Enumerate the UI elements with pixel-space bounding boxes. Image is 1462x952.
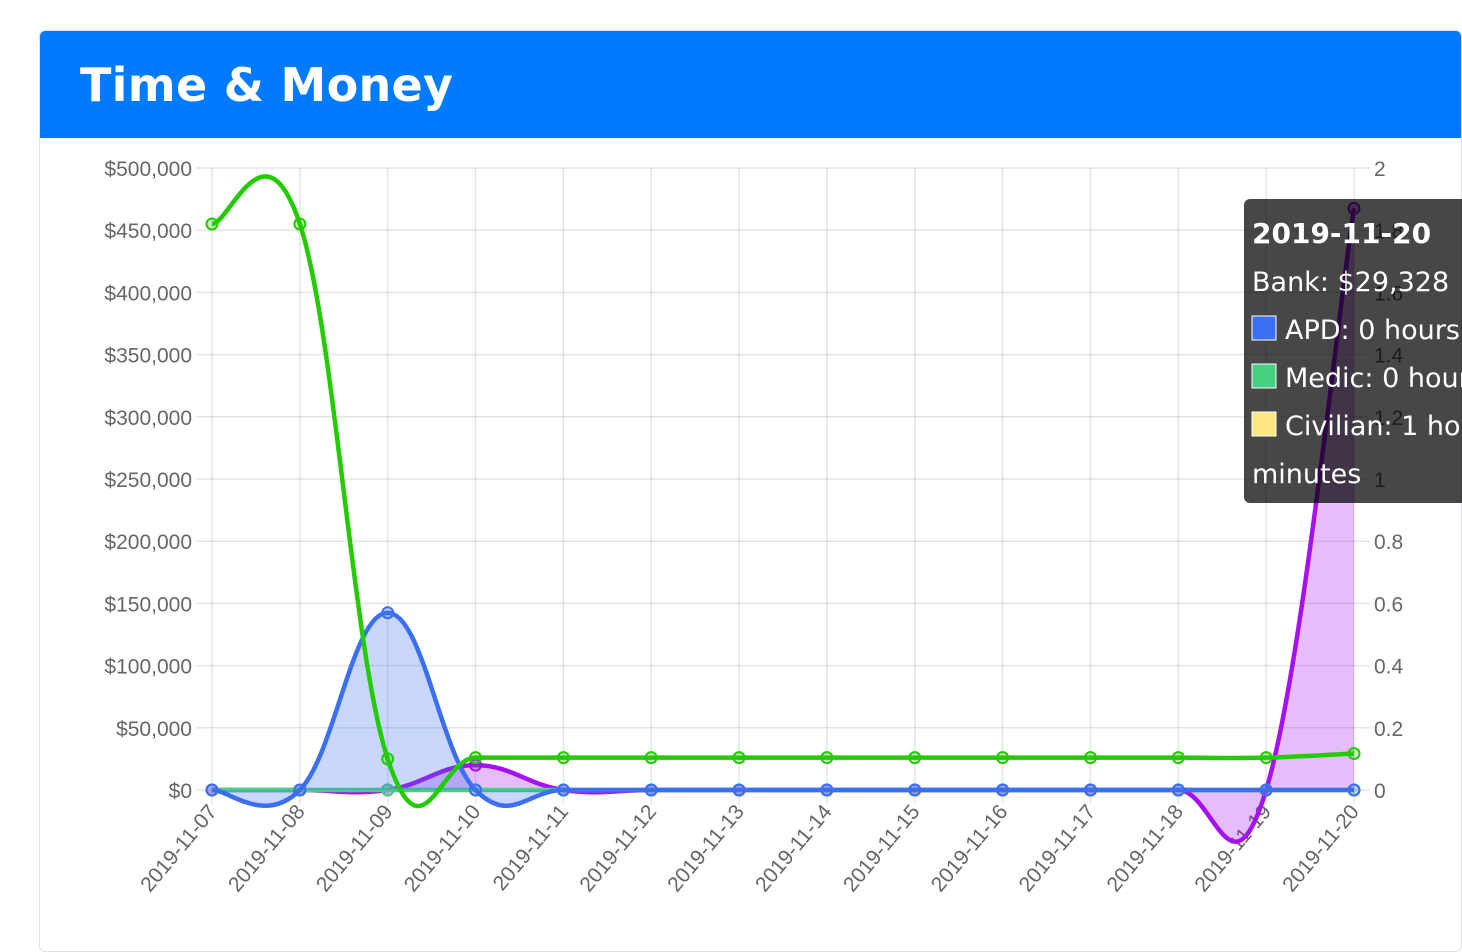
tooltip-swatch bbox=[1251, 363, 1277, 389]
series-apd-point[interactable] bbox=[908, 783, 922, 797]
card-header: Time & Money bbox=[40, 31, 1461, 138]
tooltip-swatch bbox=[1251, 411, 1277, 437]
y-left-tick-label: $300,000 bbox=[104, 407, 192, 430]
y-right-tick-label: 0.6 bbox=[1374, 593, 1403, 616]
x-tick-label: 2019-11-15 bbox=[839, 800, 925, 896]
x-tick-label: 2019-11-09 bbox=[312, 800, 398, 896]
series-apd-point[interactable] bbox=[644, 783, 658, 797]
series-apd-point[interactable] bbox=[556, 783, 570, 797]
x-tick-label: 2019-11-10 bbox=[400, 800, 486, 896]
series-apd-point[interactable] bbox=[1347, 783, 1361, 797]
y-left-tick-label: $400,000 bbox=[104, 282, 192, 305]
series-apd-point[interactable] bbox=[996, 783, 1010, 797]
y-right-tick-label: 0 bbox=[1374, 780, 1386, 803]
y-right-tick-label: 0.8 bbox=[1374, 531, 1403, 554]
x-tick-label: 2019-11-16 bbox=[927, 800, 1013, 896]
x-tick-label: 2019-11-20 bbox=[1278, 800, 1364, 896]
series-bank-point[interactable] bbox=[644, 751, 658, 765]
series-apd-point[interactable] bbox=[1259, 783, 1273, 797]
tooltip-background bbox=[1244, 199, 1462, 503]
tooltip-title: 2019-11-20 bbox=[1252, 217, 1431, 250]
series-bank-point[interactable] bbox=[293, 217, 307, 231]
y-left-tick-label: $0 bbox=[169, 780, 192, 803]
y-left-tick-label: $500,000 bbox=[104, 158, 192, 181]
y-left-tick-label: $200,000 bbox=[104, 531, 192, 554]
series-bank-point[interactable] bbox=[1347, 747, 1361, 761]
tooltip-swatch bbox=[1251, 315, 1277, 341]
y-left-tick-label: $150,000 bbox=[104, 593, 192, 616]
y-left-tick-label: $250,000 bbox=[104, 469, 192, 492]
y-right-tick-label: 0.2 bbox=[1374, 718, 1403, 741]
y-left-tick-label: $450,000 bbox=[104, 220, 192, 243]
series-bank-point[interactable] bbox=[1259, 751, 1273, 765]
series-apd-point[interactable] bbox=[381, 606, 395, 620]
series-apd-area bbox=[212, 612, 1354, 806]
series-bank-point[interactable] bbox=[1171, 751, 1185, 765]
y-left-tick-label: $350,000 bbox=[104, 345, 192, 368]
series-bank bbox=[205, 174, 1361, 809]
card-title: Time & Money bbox=[80, 57, 454, 112]
series-apd-point[interactable] bbox=[1171, 783, 1185, 797]
y-left-tick-label: $50,000 bbox=[116, 718, 192, 741]
series-bank-point[interactable] bbox=[1083, 751, 1097, 765]
x-tick-label: 2019-11-11 bbox=[489, 800, 574, 895]
x-tick-label: 2019-11-08 bbox=[224, 800, 310, 896]
x-tick-label: 2019-11-14 bbox=[751, 800, 837, 896]
series-apd-point[interactable] bbox=[732, 783, 746, 797]
x-tick-label: 2019-11-17 bbox=[1015, 800, 1101, 896]
tooltip-line: minutes bbox=[1252, 459, 1361, 490]
tooltip-line: Civilian: 1 hours bbox=[1285, 411, 1462, 442]
series-apd-point[interactable] bbox=[1083, 783, 1097, 797]
x-tick-label: 2019-11-18 bbox=[1102, 800, 1188, 896]
series-apd-point[interactable] bbox=[820, 783, 834, 797]
tooltip-line: APD: 0 hours bbox=[1285, 315, 1460, 346]
x-tick-label: 2019-11-13 bbox=[663, 800, 749, 896]
series-bank-point[interactable] bbox=[381, 752, 395, 766]
series-bank-point[interactable] bbox=[469, 751, 483, 765]
series-apd-point[interactable] bbox=[293, 783, 307, 797]
tooltip-line: Bank: $29,328 bbox=[1252, 267, 1449, 298]
time-money-card: Time & Money bbox=[39, 30, 1462, 952]
time-money-chart[interactable]: $0 $50,000 $100,000 $150,000 $200,000 $250,00… bbox=[0, 0, 1462, 930]
series-apd bbox=[205, 606, 1361, 808]
series-bank-point[interactable] bbox=[908, 751, 922, 765]
y-right-tick-label: 2 bbox=[1374, 158, 1386, 181]
series-bank-point[interactable] bbox=[820, 751, 834, 765]
series-apd-point[interactable] bbox=[469, 783, 483, 797]
series-bank-line bbox=[211, 174, 1355, 809]
series-apd-point[interactable] bbox=[205, 783, 219, 797]
x-tick-label: 2019-11-07 bbox=[136, 800, 222, 896]
y-left-tick-label: $100,000 bbox=[104, 656, 192, 679]
tooltip: 2019-11-20 Bank: $29,328 APD: 0 hours Medic… bbox=[1244, 199, 1462, 503]
series-medic-point[interactable] bbox=[381, 783, 395, 797]
series-bank-point[interactable] bbox=[205, 217, 219, 231]
series-bank-point[interactable] bbox=[996, 751, 1010, 765]
tooltip-line: Medic: 0 hours bbox=[1285, 363, 1462, 394]
x-tick-label: 2019-11-12 bbox=[575, 800, 661, 896]
series-bank-point[interactable] bbox=[556, 751, 570, 765]
y-right-tick-label: 0.4 bbox=[1374, 656, 1404, 679]
series-bank-point[interactable] bbox=[732, 751, 746, 765]
